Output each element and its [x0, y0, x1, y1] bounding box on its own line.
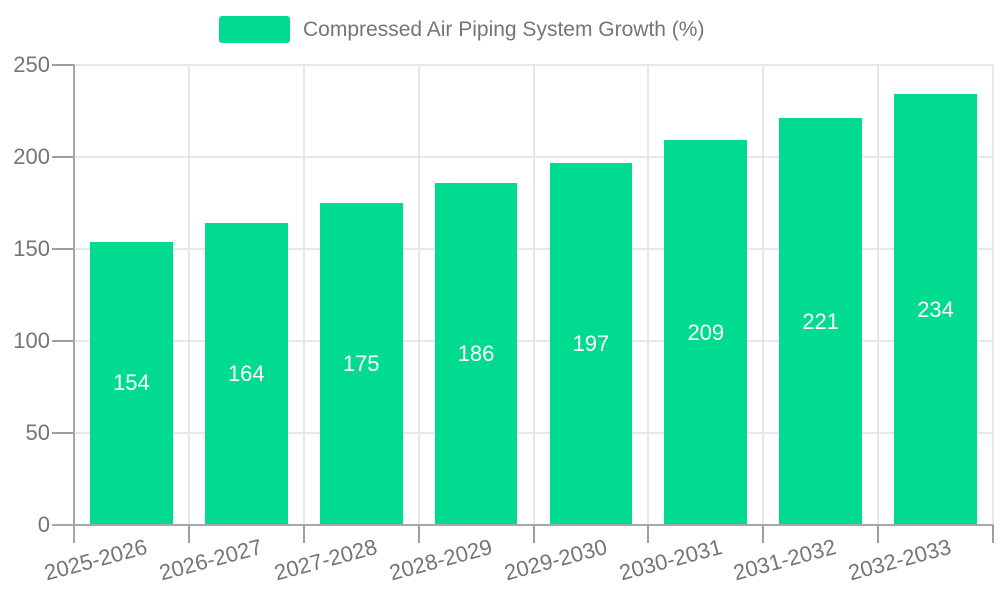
x-axis-label: 2032-2033	[845, 534, 955, 586]
bar[interactable]: 234	[894, 94, 977, 525]
x-axis-tick	[762, 525, 765, 543]
x-axis-tick	[532, 525, 535, 543]
x-gridline	[187, 65, 190, 525]
y-axis-label: 150	[13, 236, 50, 261]
y-axis-tick	[52, 340, 74, 342]
bar[interactable]: 209	[664, 140, 748, 525]
y-axis-tick	[52, 248, 74, 250]
x-gridline	[532, 65, 535, 525]
x-axis-tick	[417, 525, 420, 543]
bar-value-label: 197	[572, 330, 610, 356]
y-axis-tick	[52, 156, 74, 158]
x-gridline	[302, 65, 305, 525]
y-axis-tick	[52, 432, 74, 434]
x-axis-label: 2025-2026	[41, 534, 150, 586]
x-axis-label: 2029-2030	[501, 534, 610, 586]
x-axis-line	[52, 524, 993, 526]
x-axis-tick	[187, 525, 190, 543]
bar[interactable]: 175	[319, 203, 403, 525]
x-gridline	[992, 65, 994, 525]
x-axis-label: 2027-2028	[271, 534, 380, 586]
y-axis-tick	[52, 64, 74, 66]
y-axis-label: 50	[25, 420, 50, 445]
bar-value-label: 175	[342, 351, 380, 376]
x-axis-label: 2026-2027	[156, 534, 265, 586]
x-axis-tick	[992, 525, 994, 543]
y-axis-label: 0	[37, 512, 50, 537]
y-axis-label: 250	[13, 52, 50, 77]
bar[interactable]: 154	[90, 241, 173, 525]
x-gridline	[417, 65, 420, 525]
bar[interactable]: 197	[549, 162, 633, 525]
y-axis-line	[73, 64, 75, 543]
y-axis-label: 100	[13, 328, 50, 353]
bar[interactable]: 221	[779, 118, 863, 525]
x-axis-label: 2028-2029	[386, 534, 495, 586]
x-gridline	[877, 65, 880, 525]
x-gridline	[647, 65, 650, 525]
x-gridline	[762, 65, 765, 525]
bar[interactable]: 186	[434, 182, 518, 525]
y-axis-label: 200	[13, 144, 50, 169]
legend-label: Compressed Air Piping System Growth (%)	[303, 18, 705, 41]
bar[interactable]: 164	[204, 223, 288, 525]
x-axis-label: 2031-2032	[731, 534, 840, 586]
x-axis-tick	[647, 525, 650, 543]
bar-value-label: 221	[802, 308, 840, 334]
bar-value-label: 234	[917, 296, 954, 322]
bar-value-label: 164	[227, 361, 265, 387]
bar-value-label: 209	[687, 319, 725, 345]
x-axis-tick	[302, 525, 305, 543]
bar-value-label: 186	[457, 340, 495, 366]
x-axis-tick	[877, 525, 880, 543]
x-axis-label: 2030-2031	[616, 534, 725, 586]
legend-item[interactable]: Compressed Air Piping System Growth (%)	[219, 16, 704, 43]
legend-swatch	[219, 16, 290, 43]
bar-value-label: 154	[113, 370, 150, 396]
